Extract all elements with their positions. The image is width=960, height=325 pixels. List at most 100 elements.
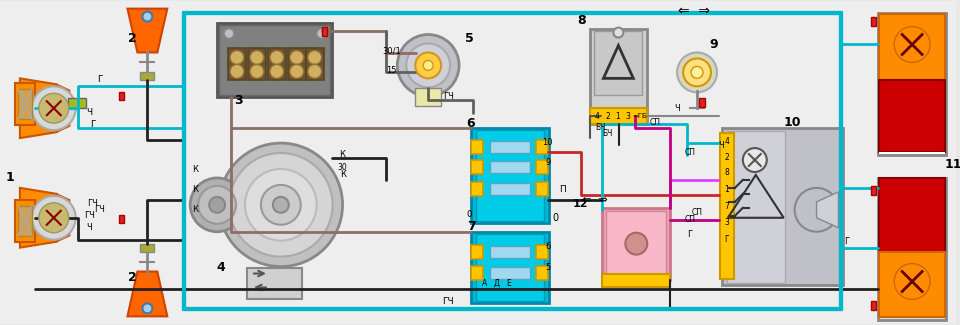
FancyBboxPatch shape	[490, 161, 530, 173]
Text: 2: 2	[725, 152, 730, 162]
Text: 3: 3	[625, 112, 630, 121]
FancyBboxPatch shape	[536, 182, 548, 196]
Text: ГЧ: ГЧ	[84, 211, 95, 220]
Circle shape	[795, 188, 838, 232]
FancyBboxPatch shape	[594, 31, 642, 95]
FancyBboxPatch shape	[536, 266, 548, 280]
Text: 3: 3	[234, 94, 243, 107]
Text: 1: 1	[6, 171, 14, 184]
FancyBboxPatch shape	[268, 48, 286, 80]
Polygon shape	[128, 272, 167, 316]
Polygon shape	[20, 78, 57, 138]
Text: Ч: Ч	[86, 108, 93, 117]
Polygon shape	[57, 84, 70, 132]
FancyBboxPatch shape	[490, 266, 530, 279]
FancyBboxPatch shape	[228, 48, 246, 80]
Text: А: А	[482, 279, 488, 288]
Circle shape	[209, 197, 225, 213]
Circle shape	[250, 50, 264, 64]
FancyBboxPatch shape	[68, 98, 85, 108]
Text: 6: 6	[467, 117, 475, 130]
FancyBboxPatch shape	[490, 246, 530, 258]
Circle shape	[684, 58, 711, 86]
Circle shape	[423, 60, 433, 71]
Text: ⇐  ⇒: ⇐ ⇒	[678, 4, 710, 18]
Circle shape	[32, 86, 76, 130]
Circle shape	[38, 203, 69, 233]
Circle shape	[894, 264, 930, 299]
Circle shape	[142, 304, 153, 313]
FancyBboxPatch shape	[476, 130, 543, 221]
Text: 5: 5	[545, 263, 550, 272]
FancyBboxPatch shape	[603, 274, 670, 288]
Text: СП: СП	[691, 208, 703, 217]
Circle shape	[406, 44, 450, 87]
FancyBboxPatch shape	[490, 141, 530, 153]
Text: 2: 2	[128, 32, 137, 45]
Circle shape	[198, 186, 236, 224]
FancyBboxPatch shape	[879, 152, 945, 154]
Text: =ГБ: =ГБ	[632, 113, 647, 119]
Text: ГЧ: ГЧ	[94, 205, 105, 214]
Text: Ч: Ч	[86, 223, 92, 232]
Circle shape	[290, 64, 303, 78]
FancyBboxPatch shape	[872, 301, 876, 310]
Text: 30: 30	[338, 163, 348, 173]
FancyBboxPatch shape	[471, 245, 483, 259]
FancyBboxPatch shape	[322, 27, 326, 35]
Text: Г: Г	[687, 230, 693, 239]
Text: ГЧ: ГЧ	[443, 297, 454, 306]
Text: 4: 4	[217, 261, 226, 274]
Circle shape	[224, 29, 234, 39]
Circle shape	[625, 233, 647, 254]
Circle shape	[308, 50, 322, 64]
Text: 3: 3	[725, 218, 730, 227]
Text: 5: 5	[465, 32, 473, 45]
Text: 11: 11	[945, 159, 960, 172]
FancyBboxPatch shape	[471, 182, 483, 196]
FancyBboxPatch shape	[878, 178, 946, 320]
Text: ⇐  ⇒: ⇐ ⇒	[582, 195, 608, 205]
FancyBboxPatch shape	[879, 80, 945, 152]
Text: К: К	[192, 205, 198, 214]
FancyBboxPatch shape	[872, 17, 876, 26]
Text: К: К	[192, 165, 198, 175]
Text: Ч: Ч	[718, 141, 724, 150]
FancyBboxPatch shape	[471, 128, 549, 223]
FancyBboxPatch shape	[119, 215, 125, 223]
Circle shape	[245, 169, 317, 241]
Text: 8: 8	[725, 168, 730, 177]
Text: 15: 15	[386, 66, 396, 75]
FancyBboxPatch shape	[471, 160, 483, 174]
Text: 30/1: 30/1	[382, 47, 400, 56]
Circle shape	[230, 64, 244, 78]
Text: 2: 2	[605, 112, 610, 121]
FancyBboxPatch shape	[471, 140, 483, 154]
Text: К: К	[341, 170, 347, 179]
FancyBboxPatch shape	[879, 14, 945, 80]
FancyBboxPatch shape	[589, 108, 647, 124]
Text: 0: 0	[467, 210, 472, 219]
Circle shape	[219, 143, 343, 266]
FancyBboxPatch shape	[471, 266, 483, 280]
FancyBboxPatch shape	[18, 89, 32, 119]
Circle shape	[894, 27, 930, 62]
FancyBboxPatch shape	[878, 13, 946, 155]
Text: 4: 4	[595, 112, 600, 121]
Text: ГЧ: ГЧ	[87, 199, 98, 208]
Text: БЧ: БЧ	[602, 129, 612, 137]
FancyBboxPatch shape	[720, 133, 733, 279]
Text: 9: 9	[709, 38, 718, 51]
Text: 7: 7	[467, 220, 475, 233]
FancyBboxPatch shape	[140, 72, 155, 80]
Text: 0: 0	[553, 213, 559, 223]
Text: 7: 7	[725, 202, 730, 211]
Text: 8: 8	[577, 14, 586, 27]
Text: 2: 2	[128, 271, 137, 284]
Circle shape	[397, 34, 459, 96]
FancyBboxPatch shape	[872, 186, 876, 195]
FancyBboxPatch shape	[305, 48, 324, 80]
FancyBboxPatch shape	[536, 245, 548, 259]
Text: Ч: Ч	[674, 104, 680, 113]
Polygon shape	[20, 188, 57, 248]
